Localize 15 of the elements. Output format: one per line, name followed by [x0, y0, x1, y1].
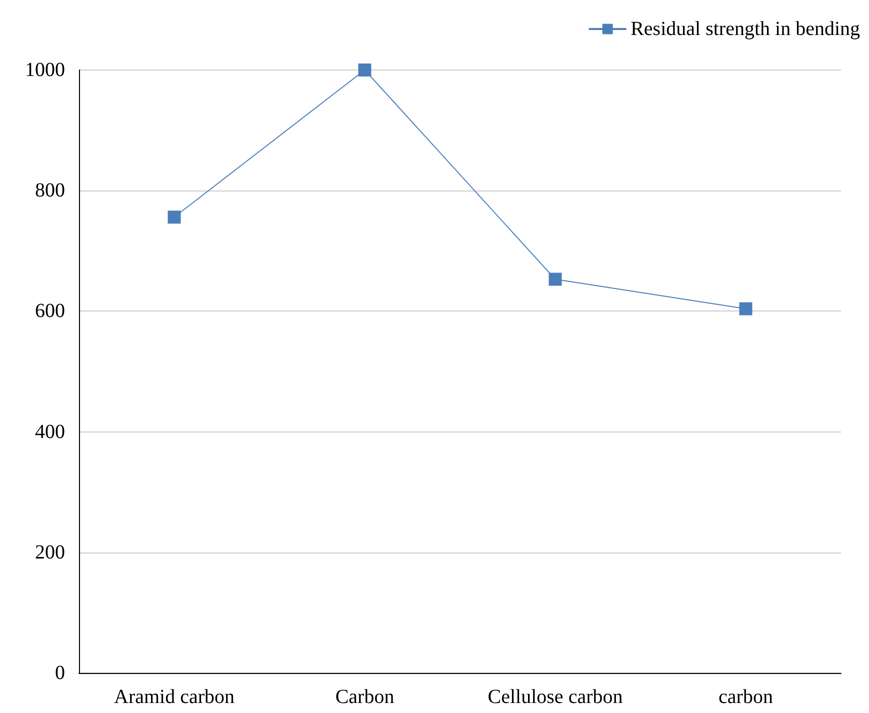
x-tick-label: Aramid carbon [114, 686, 235, 708]
x-tick-label: Carbon [335, 686, 394, 708]
point [739, 302, 752, 316]
legend-label: Residual strength in bending [630, 18, 860, 40]
y-tick-label: 0 [55, 662, 65, 684]
y-tick-label: 200 [35, 541, 65, 564]
point [358, 64, 372, 76]
point [548, 272, 562, 286]
y-tick-label: 600 [35, 300, 65, 322]
x-tick-label: carbon [718, 686, 773, 708]
y-tick-label: 400 [35, 420, 65, 443]
y-tick-label: 800 [35, 180, 65, 202]
point [168, 210, 181, 224]
y-tick-label: 1000 [25, 59, 65, 81]
x-tick-label: Cellulose carbon [488, 686, 623, 708]
